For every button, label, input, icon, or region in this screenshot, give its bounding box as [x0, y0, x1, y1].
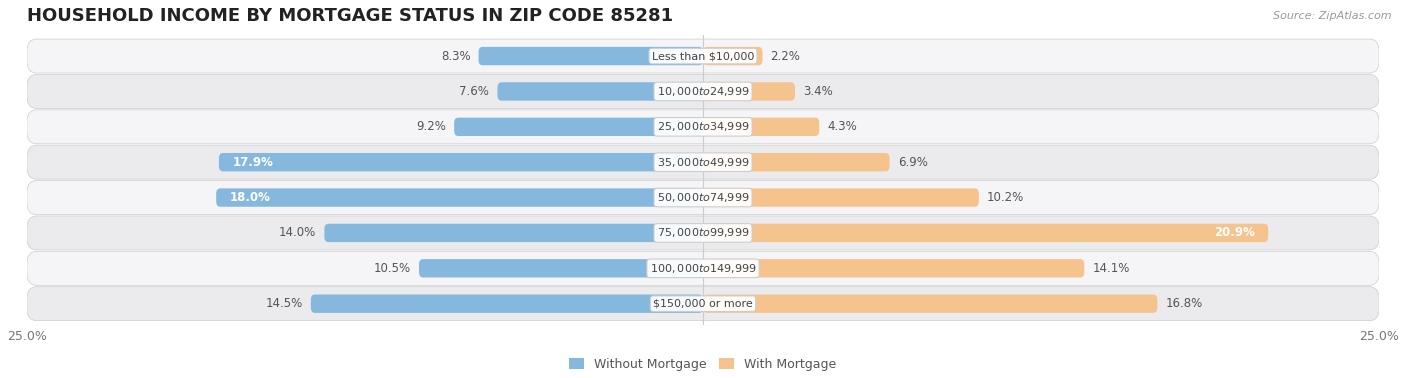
Text: 7.6%: 7.6% [460, 85, 489, 98]
Text: 4.3%: 4.3% [827, 120, 858, 133]
FancyBboxPatch shape [27, 181, 1379, 215]
FancyBboxPatch shape [703, 153, 890, 171]
FancyBboxPatch shape [703, 188, 979, 207]
Text: Source: ZipAtlas.com: Source: ZipAtlas.com [1274, 11, 1392, 21]
FancyBboxPatch shape [703, 259, 1084, 277]
FancyBboxPatch shape [27, 110, 1379, 144]
FancyBboxPatch shape [703, 224, 1268, 242]
FancyBboxPatch shape [498, 82, 703, 101]
Text: $50,000 to $74,999: $50,000 to $74,999 [657, 191, 749, 204]
FancyBboxPatch shape [27, 39, 1379, 73]
FancyBboxPatch shape [219, 153, 703, 171]
FancyBboxPatch shape [703, 118, 820, 136]
Text: $75,000 to $99,999: $75,000 to $99,999 [657, 226, 749, 239]
Text: 16.8%: 16.8% [1166, 297, 1202, 310]
FancyBboxPatch shape [27, 145, 1379, 179]
FancyBboxPatch shape [325, 224, 703, 242]
FancyBboxPatch shape [27, 251, 1379, 285]
FancyBboxPatch shape [419, 259, 703, 277]
FancyBboxPatch shape [27, 74, 1379, 108]
Text: 17.9%: 17.9% [232, 156, 273, 169]
Text: 9.2%: 9.2% [416, 120, 446, 133]
Text: 10.5%: 10.5% [374, 262, 411, 275]
Text: Less than $10,000: Less than $10,000 [652, 51, 754, 61]
Text: 3.4%: 3.4% [803, 85, 832, 98]
Text: $35,000 to $49,999: $35,000 to $49,999 [657, 156, 749, 169]
FancyBboxPatch shape [311, 294, 703, 313]
FancyBboxPatch shape [27, 287, 1379, 321]
FancyBboxPatch shape [703, 47, 762, 65]
Text: 14.0%: 14.0% [278, 226, 316, 239]
FancyBboxPatch shape [478, 47, 703, 65]
Text: 8.3%: 8.3% [441, 50, 471, 62]
Text: 2.2%: 2.2% [770, 50, 800, 62]
Text: 10.2%: 10.2% [987, 191, 1024, 204]
FancyBboxPatch shape [217, 188, 703, 207]
FancyBboxPatch shape [703, 294, 1157, 313]
Text: 20.9%: 20.9% [1213, 226, 1254, 239]
Text: $100,000 to $149,999: $100,000 to $149,999 [650, 262, 756, 275]
Text: $150,000 or more: $150,000 or more [654, 299, 752, 309]
Text: $10,000 to $24,999: $10,000 to $24,999 [657, 85, 749, 98]
Text: HOUSEHOLD INCOME BY MORTGAGE STATUS IN ZIP CODE 85281: HOUSEHOLD INCOME BY MORTGAGE STATUS IN Z… [27, 7, 673, 25]
FancyBboxPatch shape [454, 118, 703, 136]
Text: 18.0%: 18.0% [229, 191, 270, 204]
Text: 14.5%: 14.5% [266, 297, 302, 310]
Text: $25,000 to $34,999: $25,000 to $34,999 [657, 120, 749, 133]
FancyBboxPatch shape [27, 216, 1379, 250]
FancyBboxPatch shape [703, 82, 794, 101]
Text: 6.9%: 6.9% [897, 156, 928, 169]
Text: 14.1%: 14.1% [1092, 262, 1130, 275]
Legend: Without Mortgage, With Mortgage: Without Mortgage, With Mortgage [569, 358, 837, 371]
